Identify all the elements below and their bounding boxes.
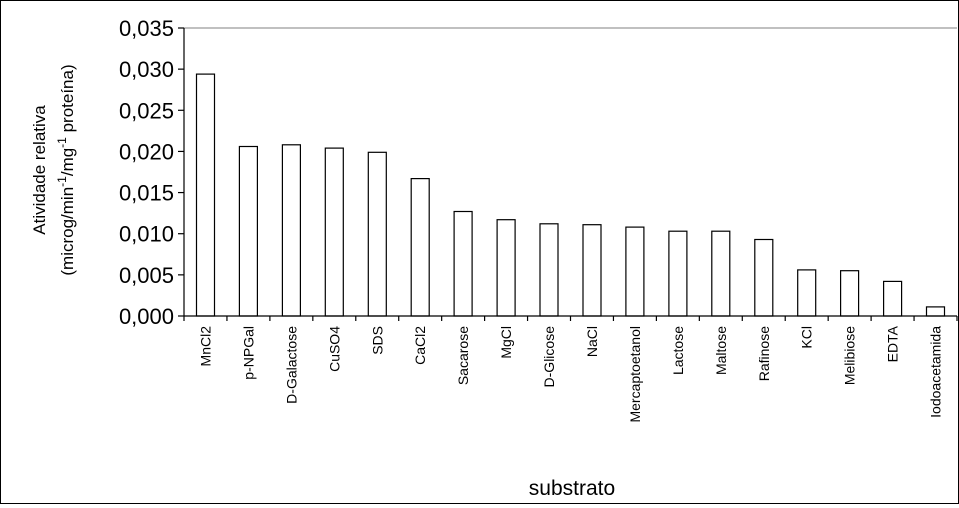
bar-sacarose <box>453 210 473 317</box>
y-axis-label-line2: (microg/min-1/mg-1 proteína) <box>55 64 77 275</box>
bar-mercaptoetanol <box>625 226 645 317</box>
y-tick-label: 0,030 <box>119 57 174 82</box>
bar-d-glicose <box>539 223 559 317</box>
x-tick-label: SDS <box>369 326 385 355</box>
y-tick-label: 0,035 <box>119 16 174 41</box>
y-label-superscript-2: -1 <box>55 137 69 148</box>
x-tick-label: D-Galactose <box>283 326 299 404</box>
x-tick-label: Iodoacetamida <box>928 326 944 418</box>
bar-edta <box>882 280 903 317</box>
bar-maltose <box>711 230 731 317</box>
y-axis-label-line1: Atividade relativa <box>30 105 49 235</box>
x-axis-label: substrato <box>529 477 615 500</box>
x-tick-label: NaCl <box>584 326 600 357</box>
bar-kcl <box>797 269 817 317</box>
y-label-unit-part-2: /mg <box>58 148 77 176</box>
bar-lactose <box>668 230 688 317</box>
y-label-unit-part-1: (microg/min <box>58 187 77 276</box>
bar-mgcl <box>496 219 516 317</box>
x-tick-label: MgCl <box>498 326 514 359</box>
y-tick-label: 0,015 <box>119 181 174 206</box>
x-tick-label: MnCl2 <box>198 326 214 367</box>
x-tick-label: Mercaptoetanol <box>627 326 643 423</box>
bar-melibiose <box>839 270 860 317</box>
x-tick-label: EDTA <box>885 325 901 362</box>
x-tick-label: Maltose <box>713 326 729 375</box>
y-tick-label: 0,025 <box>119 98 174 123</box>
x-tick-label: CaCl2 <box>412 326 428 365</box>
x-tick-label: D-Glicose <box>541 326 557 388</box>
bar-p-npgal <box>238 145 258 317</box>
y-tick-label: 0,010 <box>119 222 174 247</box>
bar-sds <box>367 151 387 317</box>
x-tick-label: Melibiose <box>842 326 858 385</box>
y-tick-label: 0,000 <box>119 304 174 329</box>
y-tick-label: 0,005 <box>119 263 174 288</box>
y-axis: 0,000 0,005 0,010 0,015 0,020 0,025 0,030 0,035 <box>119 16 185 329</box>
y-tick-label: 0,020 <box>119 139 174 164</box>
x-tick-label: p-NPGal <box>240 326 256 380</box>
bar-cacl2 <box>410 178 430 317</box>
y-label-unit-part-3: proteína) <box>58 64 77 137</box>
bar-d-galactose <box>281 144 301 317</box>
y-label-superscript-1: -1 <box>55 176 69 187</box>
bar-iodoacetamida <box>925 306 946 317</box>
x-tick-label: CuSO4 <box>326 326 342 372</box>
x-tick-label: Lactose <box>670 326 686 375</box>
bar-cuso4 <box>324 147 344 317</box>
bar-mncl2 <box>195 73 216 317</box>
x-axis: MnCl2 p-NPGal D-Galactose CuSO4 SDS CaCl2 Saca… <box>183 315 958 423</box>
bar-nacl <box>582 224 602 317</box>
bars-group <box>195 73 946 317</box>
x-tick-label: Rafinose <box>756 326 772 381</box>
bar-rafinose <box>754 238 774 317</box>
x-tick-label: Sacarose <box>455 326 471 385</box>
x-tick-label: KCl <box>799 326 815 349</box>
